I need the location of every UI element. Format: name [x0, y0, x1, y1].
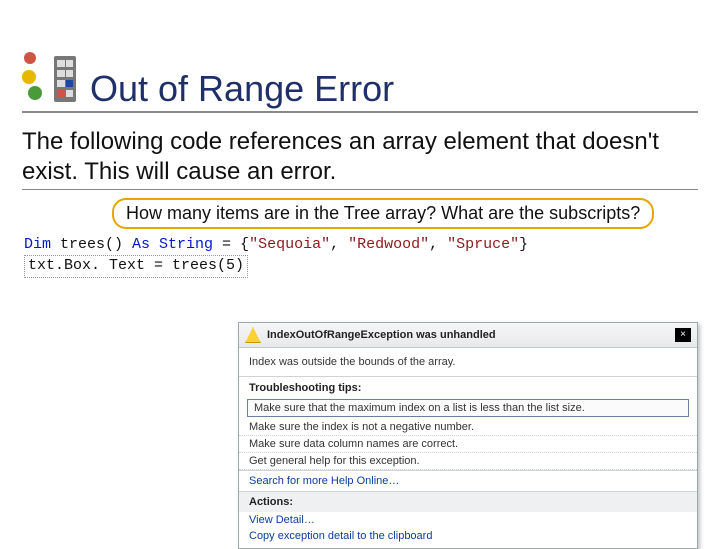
exception-dialog: IndexOutOfRangeException was unhandled ×…: [238, 322, 698, 549]
page-title: Out of Range Error: [90, 70, 394, 108]
code-line-2: txt.Box. Text = trees(5): [24, 255, 248, 277]
title-row: Out of Range Error: [22, 50, 698, 113]
search-help-link[interactable]: Search for more Help Online…: [239, 470, 697, 491]
code-block: Dim trees() As String = {"Sequoia", "Red…: [24, 235, 698, 278]
tip-item[interactable]: Make sure that the maximum index on a li…: [247, 399, 689, 417]
tip-item[interactable]: Make sure the index is not a negative nu…: [239, 419, 697, 436]
actions-heading: Actions:: [239, 491, 697, 512]
dialog-message: Index was outside the bounds of the arra…: [239, 348, 697, 377]
keyword-asstring: As String: [132, 236, 213, 253]
action-copy-detail[interactable]: Copy exception detail to the clipboard: [239, 528, 697, 548]
question-callout: How many items are in the Tree array? Wh…: [112, 198, 654, 229]
code-line-1: Dim trees() As String = {"Sequoia", "Red…: [24, 235, 698, 255]
tips-heading: Troubleshooting tips:: [239, 377, 697, 397]
tip-item[interactable]: Make sure data column names are correct.: [239, 436, 697, 453]
tip-item[interactable]: Get general help for this exception.: [239, 453, 697, 470]
dialog-header: IndexOutOfRangeException was unhandled ×: [239, 323, 697, 348]
keyword-dim: Dim: [24, 236, 51, 253]
intro-text: The following code references an array e…: [22, 127, 698, 190]
close-button[interactable]: ×: [675, 328, 691, 342]
warning-icon: [245, 327, 261, 343]
dialog-title: IndexOutOfRangeException was unhandled: [267, 329, 669, 341]
title-icon: [22, 50, 80, 108]
action-view-detail[interactable]: View Detail…: [239, 512, 697, 528]
